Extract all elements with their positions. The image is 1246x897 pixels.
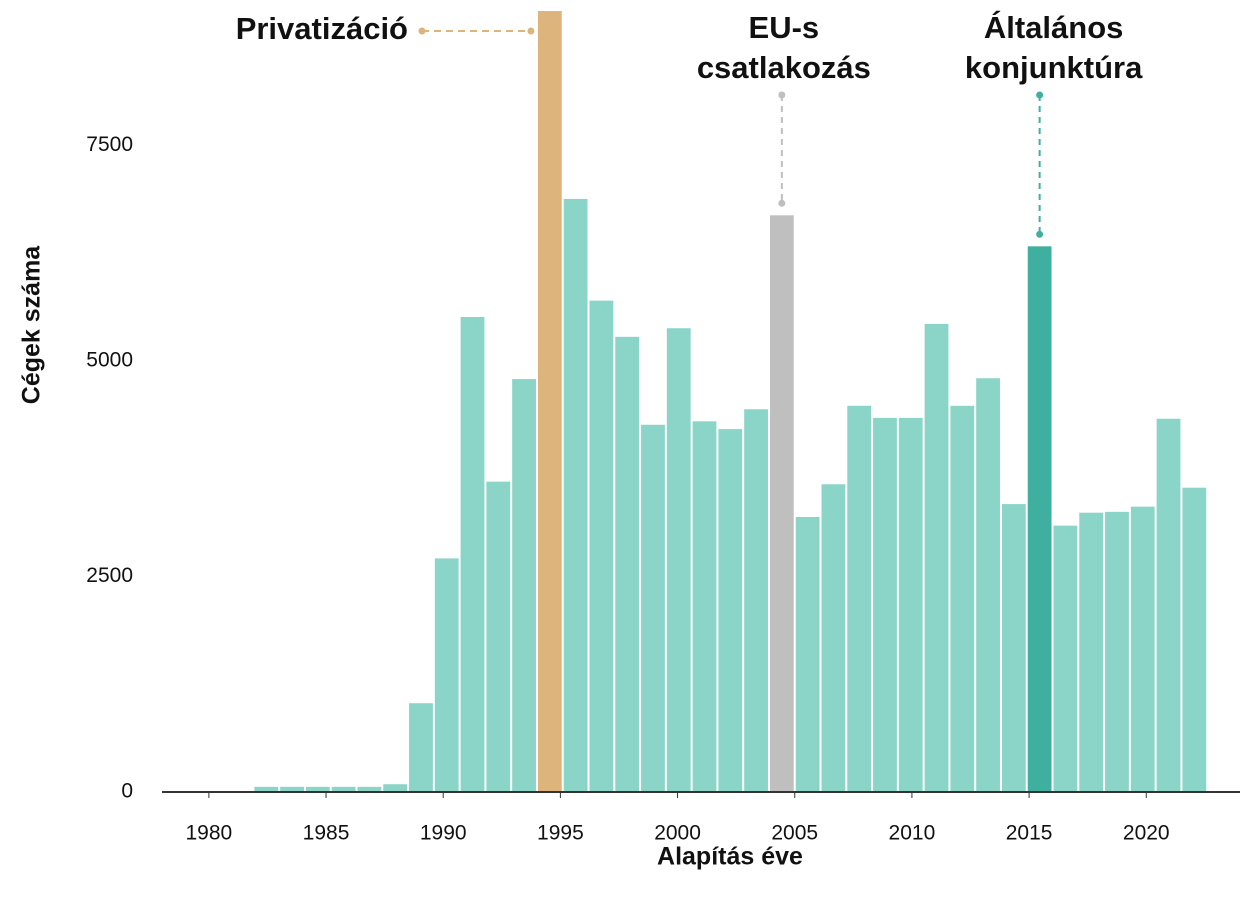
- x-tick-label: 2000: [654, 822, 701, 845]
- bar: [976, 378, 1000, 792]
- bar: [434, 558, 459, 792]
- bar: [873, 417, 897, 792]
- bar: [589, 300, 614, 792]
- bar: [357, 786, 382, 792]
- bar: [1156, 418, 1181, 792]
- bar: [1079, 512, 1104, 792]
- bar: [409, 703, 433, 792]
- annotation: Privatizáció: [236, 11, 408, 46]
- y-axis-label: Cégek száma: [18, 245, 46, 405]
- connector-dot: [1036, 230, 1044, 238]
- bar: [769, 215, 794, 792]
- bar: [1182, 487, 1207, 792]
- bar: [280, 786, 304, 792]
- bar: [460, 317, 485, 792]
- x-tick-label: 1995: [537, 822, 584, 845]
- bar: [821, 484, 846, 792]
- connector-dot: [778, 91, 786, 99]
- y-tick-label: 0: [121, 780, 133, 803]
- annotation: Általános: [984, 10, 1124, 45]
- annotation: EU-s: [749, 10, 820, 45]
- bar: [1105, 511, 1129, 792]
- connector-dot: [1036, 91, 1044, 99]
- bar: [305, 786, 330, 792]
- bar: [1001, 504, 1026, 792]
- x-tick-label: 1990: [420, 822, 467, 845]
- bar: [950, 405, 975, 792]
- bar: [847, 405, 872, 792]
- bar: [331, 786, 356, 792]
- bar: [692, 421, 717, 792]
- y-tick-label: 2500: [86, 564, 133, 587]
- bar: [512, 379, 536, 792]
- connector-dot: [778, 199, 786, 207]
- bar: [1130, 506, 1155, 792]
- x-tick-label: 1980: [186, 822, 233, 845]
- bar: [486, 481, 511, 792]
- bar: [383, 784, 408, 792]
- bar: [744, 409, 768, 792]
- bar: [1027, 246, 1052, 792]
- bar: [1053, 525, 1078, 792]
- annotation: konjunktúra: [965, 50, 1143, 85]
- y-tick-label: 5000: [86, 349, 133, 372]
- connector-dot: [527, 27, 535, 35]
- x-tick-label: 2005: [771, 822, 818, 845]
- bar: [615, 336, 640, 792]
- bar: [537, 11, 562, 793]
- bar: [666, 328, 691, 792]
- connector-dot: [418, 27, 426, 35]
- bar: [254, 786, 279, 792]
- bar: [563, 198, 588, 793]
- annotation: csatlakozás: [697, 50, 871, 85]
- x-axis-label: Alapítás éve: [657, 843, 803, 871]
- x-tick-label: 2010: [889, 822, 936, 845]
- bar: [898, 417, 923, 792]
- y-tick-label: 7500: [86, 133, 133, 156]
- x-tick-label: 2020: [1123, 822, 1170, 845]
- x-tick-label: 1985: [303, 822, 350, 845]
- bar: [641, 424, 665, 792]
- x-tick-label: 2015: [1006, 822, 1053, 845]
- bar: [795, 517, 820, 792]
- bar: [924, 323, 949, 792]
- bar: [718, 429, 743, 792]
